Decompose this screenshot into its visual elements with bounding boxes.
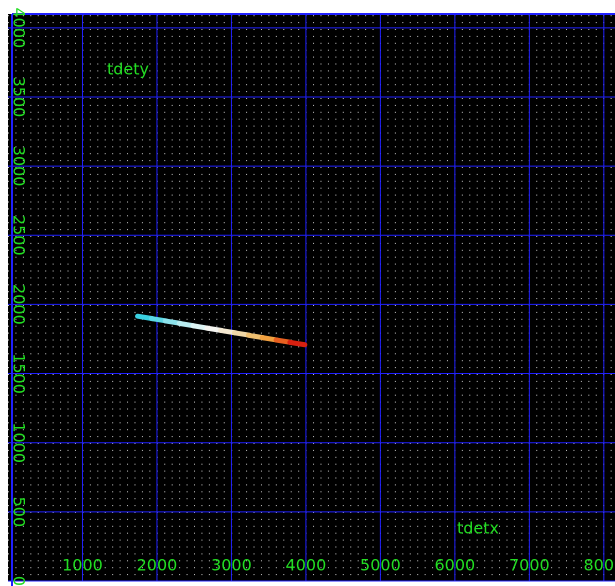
marks bbox=[135, 313, 308, 348]
y-tick-label: 1000 bbox=[10, 422, 29, 463]
y-tick-label: 2500 bbox=[10, 215, 29, 256]
x-tick-label: 4000 bbox=[286, 556, 327, 575]
y-tick-label: 3500 bbox=[10, 77, 29, 118]
grid bbox=[8, 14, 615, 582]
y-tick-label: 0 bbox=[10, 576, 29, 586]
x-axis-label: tdetx bbox=[457, 519, 499, 538]
y-tick-label: 2000 bbox=[10, 284, 29, 325]
x-tick-label: 7000 bbox=[509, 556, 550, 575]
x-tick-label: 1000 bbox=[62, 556, 103, 575]
x-tick-label: 6000 bbox=[435, 556, 476, 575]
x-tick-label: 2000 bbox=[137, 556, 178, 575]
x-tick-label: 5000 bbox=[360, 556, 401, 575]
fine-grid bbox=[8, 14, 615, 581]
y-tick-label: 4000 bbox=[10, 7, 29, 48]
y-tick-label: 3000 bbox=[10, 146, 29, 187]
y-tick-label: 500 bbox=[10, 497, 29, 528]
point bbox=[287, 339, 308, 348]
x-tick-label: 3000 bbox=[211, 556, 252, 575]
y-axis-label: tdety bbox=[107, 60, 149, 79]
y-tick-label: 1500 bbox=[10, 353, 29, 394]
